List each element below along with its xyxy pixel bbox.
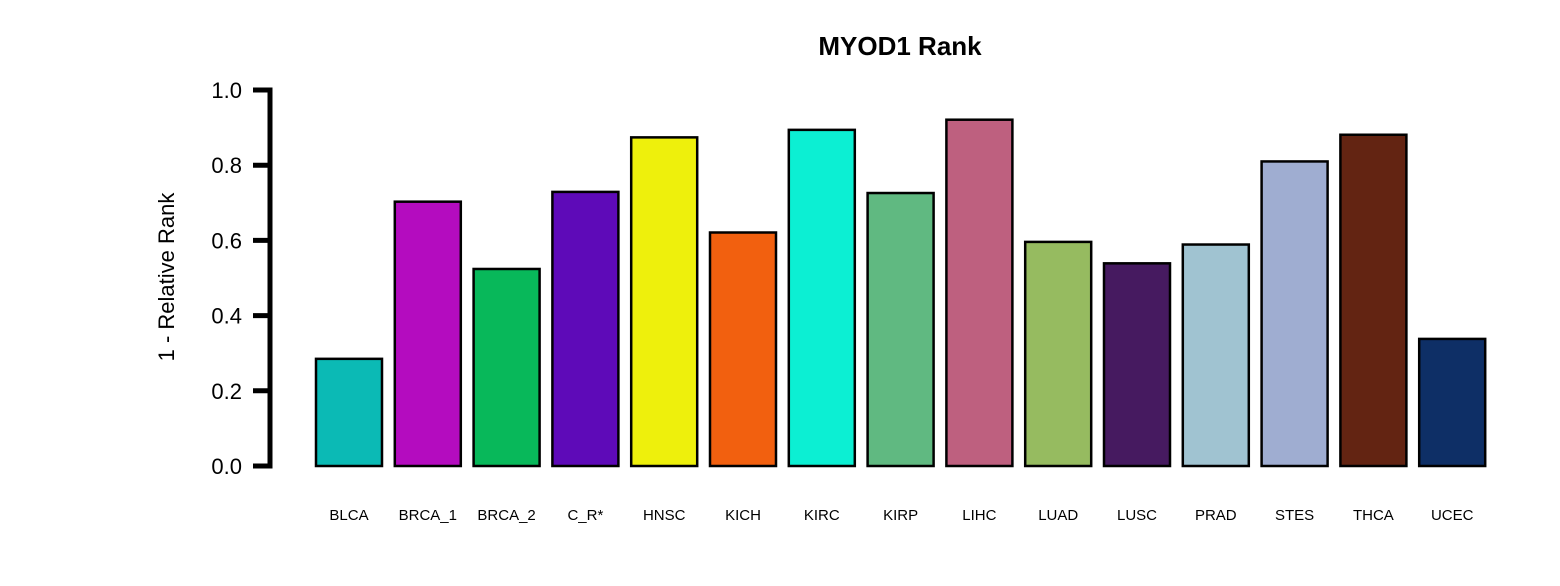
x-tick-label: KIRC — [804, 507, 840, 524]
y-tick-label: 0.8 — [211, 153, 242, 178]
x-tick-label: LUSC — [1117, 507, 1157, 524]
x-tick-label: UCEC — [1431, 507, 1474, 524]
bar-kirp — [866, 191, 935, 468]
y-tick-label: 0.4 — [211, 304, 242, 329]
bar-brca-1 — [393, 200, 463, 468]
x-tick-label: KICH — [725, 507, 761, 524]
x-tick-label: LIHC — [962, 507, 996, 524]
x-tick-label: LUAD — [1038, 507, 1078, 524]
y-tick-label: 0.2 — [211, 379, 242, 404]
y-tick-label: 1.0 — [211, 78, 242, 103]
x-tick-label: BRCA_2 — [477, 507, 535, 524]
bar-c-r- — [551, 190, 620, 468]
y-axis-label: 1 - Relative Rank — [154, 192, 179, 362]
bar-hnsc — [629, 136, 699, 468]
bars-group — [314, 118, 1487, 468]
bar-prad — [1181, 243, 1251, 468]
y-axis: 0.0 0.2 0.4 0.6 0.8 1.0 — [211, 78, 273, 479]
bar-thca — [1339, 133, 1408, 468]
y-tick-label: 0.0 — [211, 454, 242, 479]
x-tick-label: BLCA — [329, 507, 368, 524]
bar-stes — [1260, 160, 1329, 468]
x-tick-labels: BLCA BRCA_1 BRCA_2 C_R* HNSC KICH KIRC KIRP LIHC… — [329, 507, 1473, 524]
chart-title: MYOD1 Rank — [818, 31, 982, 61]
bar-blca — [314, 357, 384, 468]
bar-lusc — [1102, 262, 1172, 468]
bar-kich — [708, 231, 778, 468]
x-tick-label: C_R* — [567, 507, 603, 524]
x-tick-label: KIRP — [883, 507, 918, 524]
bar-brca-2 — [472, 267, 541, 468]
bar-kirc — [787, 128, 857, 468]
x-tick-label: PRAD — [1195, 507, 1237, 524]
bar-lihc — [945, 118, 1014, 468]
x-tick-label: BRCA_1 — [399, 507, 457, 524]
y-tick-label: 0.6 — [211, 228, 242, 253]
x-tick-label: THCA — [1353, 507, 1394, 524]
x-tick-label: STES — [1275, 507, 1314, 524]
bar-luad — [1023, 240, 1093, 468]
x-tick-label: HNSC — [643, 507, 686, 524]
bar-ucec — [1417, 337, 1487, 468]
